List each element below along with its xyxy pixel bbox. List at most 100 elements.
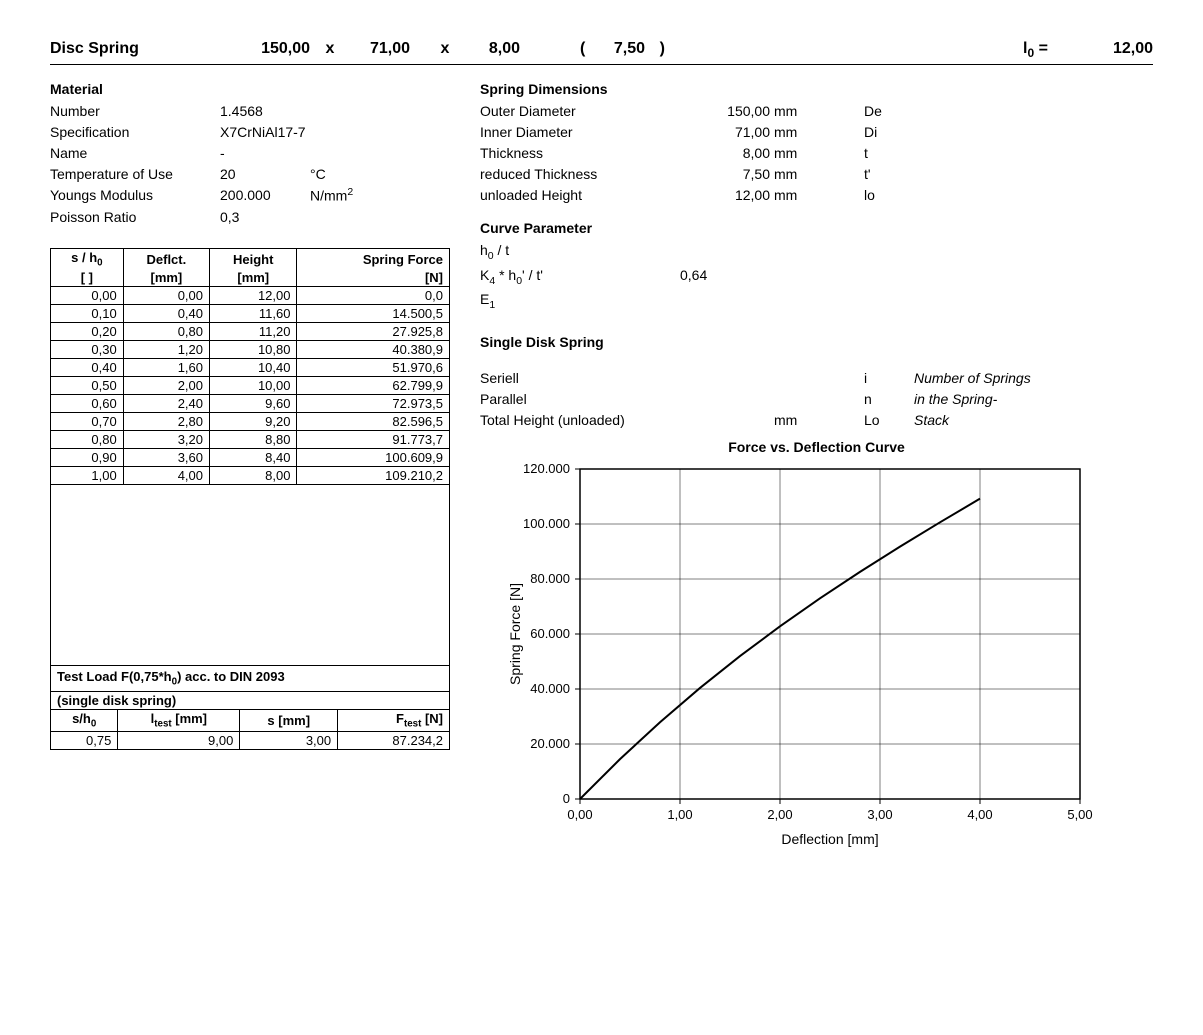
material-unit: [310, 143, 370, 164]
single-symbol: i: [864, 368, 914, 389]
chart-title: Force vs. Deflection Curve: [480, 439, 1153, 455]
svg-text:5,00: 5,00: [1067, 807, 1092, 822]
dim-value: 71,00: [680, 122, 770, 143]
table-cell: 0,30: [51, 341, 124, 359]
table-header-unit: [mm]: [210, 269, 297, 287]
table-cell: 11,60: [210, 305, 297, 323]
table-cell: 8,00: [210, 467, 297, 485]
curve-param-label: E1: [480, 289, 680, 314]
table-cell: 0,00: [123, 287, 209, 305]
material-row: Poisson Ratio0,3: [50, 207, 450, 228]
table-cell: 2,80: [123, 413, 209, 431]
single-label: Seriell: [480, 368, 680, 389]
table-header: s / h0: [51, 248, 124, 269]
svg-text:3,00: 3,00: [867, 807, 892, 822]
dim-value: 8,00: [680, 143, 770, 164]
dim-unit: mm: [770, 143, 824, 164]
left-column: Material Number1.4568SpecificationX7CrNi…: [50, 75, 450, 859]
material-unit: [310, 207, 370, 228]
table-cell: 0,70: [51, 413, 124, 431]
table-row: 0,602,409,6072.973,5: [51, 395, 450, 413]
single-value: [680, 389, 770, 410]
single-unit: [770, 368, 824, 389]
single-value: [680, 368, 770, 389]
test-load-table: s/h0ltest [mm]s [mm]Ftest [N] 0,759,003,…: [50, 710, 450, 750]
table-cell: 10,40: [210, 359, 297, 377]
deflection-table: s / h0Deflct.HeightSpring Force [ ][mm][…: [50, 248, 450, 486]
curve-param-value: [680, 240, 770, 265]
table-cell: 0,10: [51, 305, 124, 323]
material-unit: N/mm2: [310, 185, 370, 207]
svg-text:0: 0: [563, 791, 570, 806]
table-cell: 12,00: [210, 287, 297, 305]
table-cell: 0,50: [51, 377, 124, 395]
table-row: 0,401,6010,4051.970,6: [51, 359, 450, 377]
table-cell: 1,00: [51, 467, 124, 485]
curve-param-label: K4 * h0' / t': [480, 265, 680, 290]
table-header-unit: [ ]: [51, 269, 124, 287]
table-cell: 2,40: [123, 395, 209, 413]
material-row: SpecificationX7CrNiAl17-7: [50, 122, 450, 143]
dimension-row: Inner Diameter71,00mmDi: [480, 122, 1153, 143]
single-unit: mm: [770, 410, 824, 431]
table-cell: 2,00: [123, 377, 209, 395]
dim-unit: mm: [770, 122, 824, 143]
material-unit: [310, 122, 370, 143]
hdr-d4: 7,50: [595, 40, 645, 58]
material-title: Material: [50, 81, 450, 97]
dim-unit: mm: [770, 185, 824, 206]
table-cell: 0,00: [51, 287, 124, 305]
material-label: Poisson Ratio: [50, 207, 220, 228]
table-cell: 62.799,9: [297, 377, 450, 395]
table-header: Spring Force: [297, 248, 450, 269]
dim-unit: mm: [770, 164, 824, 185]
table-header: Deflct.: [123, 248, 209, 269]
single-note-line: Number of Springs: [914, 368, 1031, 389]
test-header: Ftest [N]: [338, 710, 450, 731]
dim-symbol: lo: [864, 185, 914, 206]
table-cell: 14.500,5: [297, 305, 450, 323]
svg-text:0,00: 0,00: [567, 807, 592, 822]
table-row: 0,702,809,2082.596,5: [51, 413, 450, 431]
single-row: Seriell i: [480, 368, 914, 389]
hdr-d2: 71,00: [350, 40, 410, 58]
svg-text:Spring Force [N]: Spring Force [N]: [507, 583, 523, 685]
material-row: Name-: [50, 143, 450, 164]
material-label: Temperature of Use: [50, 164, 220, 185]
empty-box: [50, 485, 450, 666]
table-row: 0,000,0012,000,0: [51, 287, 450, 305]
svg-text:100.000: 100.000: [523, 516, 570, 531]
force-deflection-chart: 020.00040.00060.00080.000100.000120.0000…: [500, 459, 1100, 859]
material-value: 200.000: [220, 185, 310, 207]
curve-param-label: h0 / t: [480, 240, 680, 265]
table-cell: 0,20: [51, 323, 124, 341]
single-symbol: n: [864, 389, 914, 410]
material-unit: °C: [310, 164, 370, 185]
curve-param-row: h0 / t: [480, 240, 1153, 265]
test-cell: 87.234,2: [338, 731, 450, 749]
test-load-subtitle: (single disk spring): [50, 692, 450, 710]
dim-label: reduced Thickness: [480, 164, 680, 185]
table-cell: 0,80: [123, 323, 209, 341]
svg-text:120.000: 120.000: [523, 461, 570, 476]
table-cell: 0,90: [51, 449, 124, 467]
test-cell: 0,75: [51, 731, 118, 749]
material-row: Temperature of Use20°C: [50, 164, 450, 185]
dim-unit: mm: [770, 101, 824, 122]
table-cell: 109.210,2: [297, 467, 450, 485]
table-cell: 40.380,9: [297, 341, 450, 359]
table-cell: 9,60: [210, 395, 297, 413]
dim-symbol: t': [864, 164, 914, 185]
table-cell: 1,60: [123, 359, 209, 377]
table-cell: 0,0: [297, 287, 450, 305]
dimension-row: unloaded Height12,00mmlo: [480, 185, 1153, 206]
test-header: s/h0: [51, 710, 118, 731]
table-cell: 0,60: [51, 395, 124, 413]
svg-text:2,00: 2,00: [767, 807, 792, 822]
material-value: 20: [220, 164, 310, 185]
table-cell: 3,60: [123, 449, 209, 467]
single-value: [680, 410, 770, 431]
hdr-l0-label: l0 =: [1023, 40, 1073, 60]
test-cell: 3,00: [240, 731, 338, 749]
table-row: 0,200,8011,2027.925,8: [51, 323, 450, 341]
